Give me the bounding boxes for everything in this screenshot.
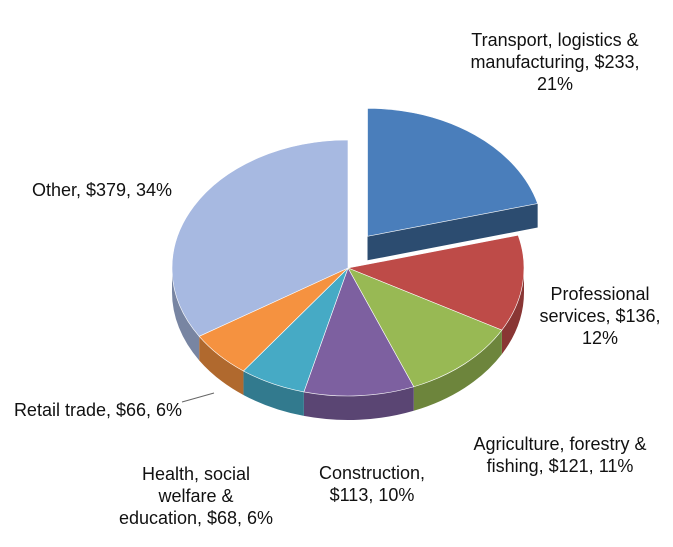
data-label: Other, $379, 34% (31, 180, 173, 200)
slice (171, 139, 349, 337)
slice (367, 107, 539, 237)
data-label: Retail trade, $66, 6% (13, 400, 183, 420)
slice-side (413, 330, 502, 411)
data-label: Health, social welfare & education, $68,… (118, 464, 274, 528)
slice-side (199, 336, 244, 395)
data-label: Agriculture, forestry & fishing, $121, 1… (473, 434, 647, 476)
slice-side (501, 268, 524, 355)
slice (347, 267, 503, 388)
slice-side (243, 370, 304, 416)
slice-side (303, 386, 414, 421)
data-label: Construction, $113, 10% (318, 463, 426, 505)
slice (346, 234, 525, 331)
slice-cut (367, 203, 538, 261)
data-label: Transport, logistics & manufacturing, $2… (470, 30, 640, 94)
slice-side (172, 268, 200, 361)
leader-line (181, 392, 215, 403)
data-label: Professional services, $136, 12% (539, 284, 661, 348)
slice (303, 267, 415, 397)
